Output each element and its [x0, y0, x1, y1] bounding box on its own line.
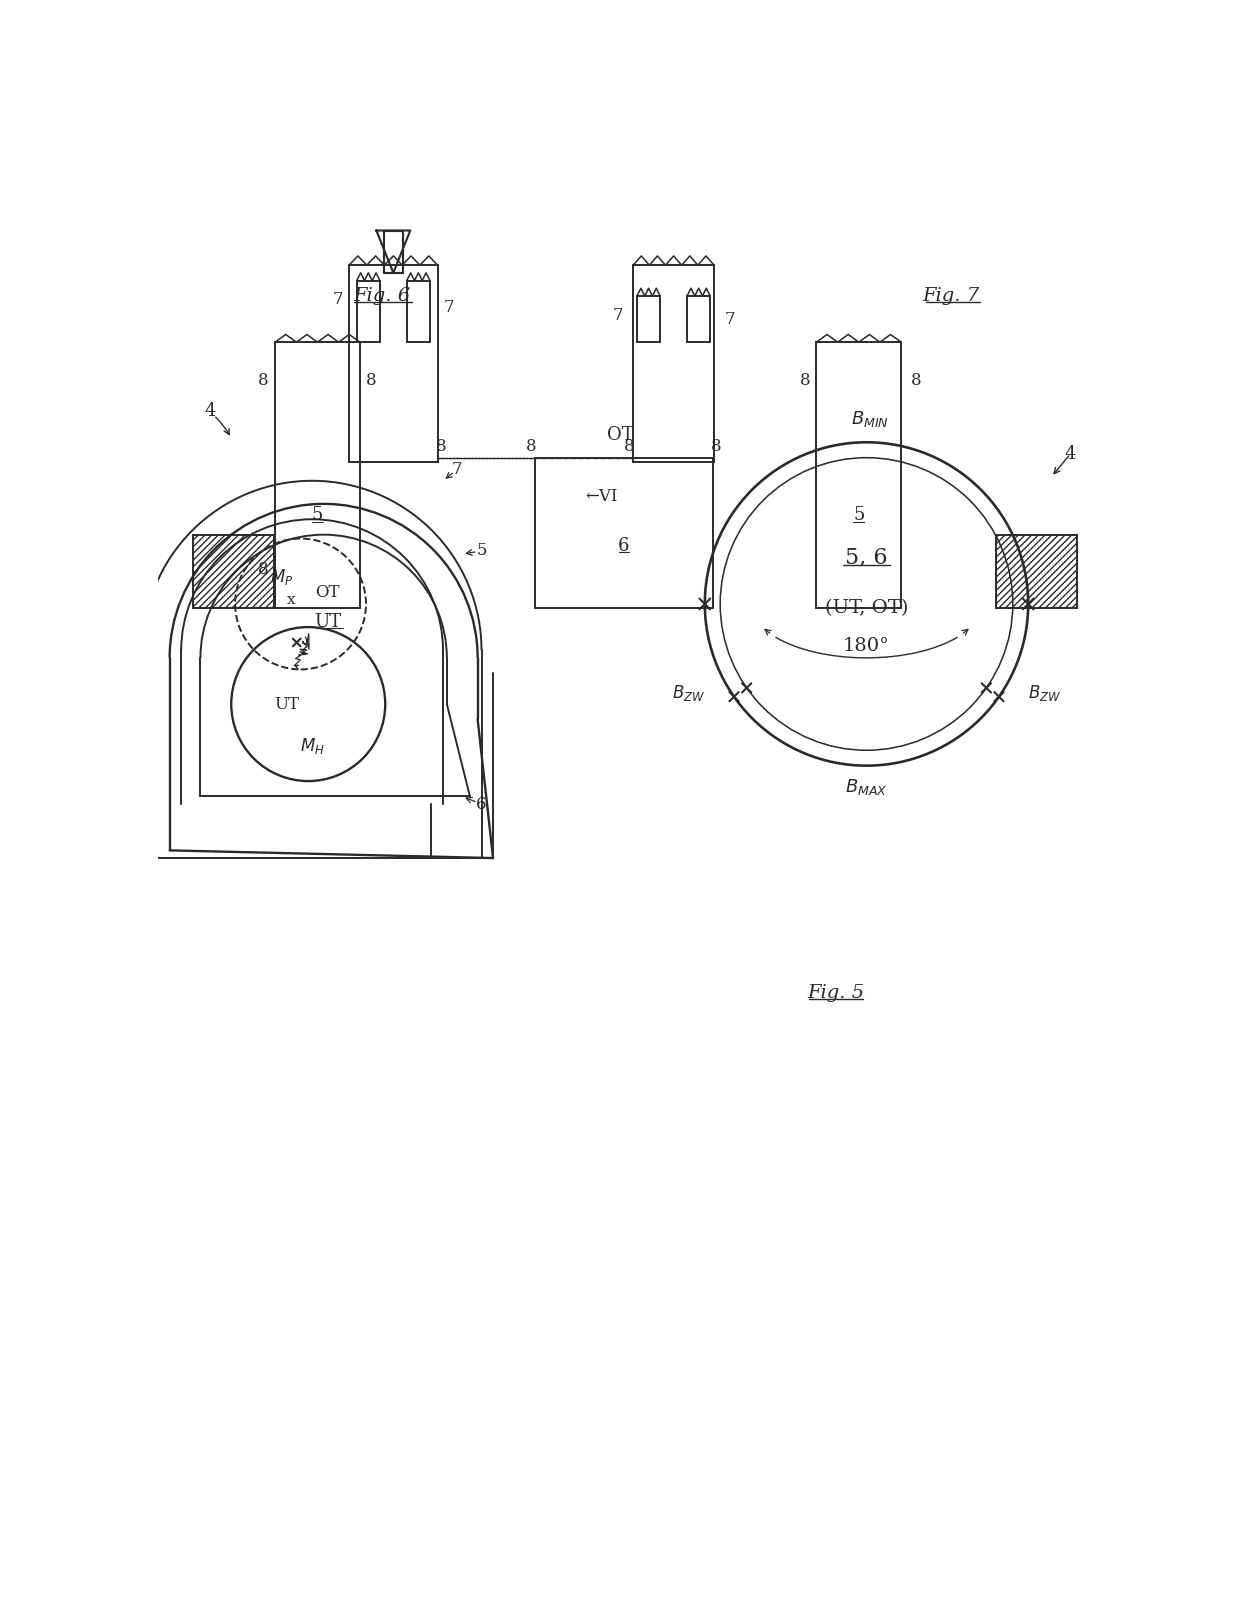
Text: 6: 6: [619, 537, 630, 555]
Text: 4: 4: [1065, 445, 1076, 463]
Bar: [637, 295, 660, 342]
Text: 8: 8: [366, 373, 377, 389]
Text: 7: 7: [444, 298, 455, 316]
Text: 8: 8: [800, 373, 810, 389]
Text: 4: 4: [205, 403, 216, 421]
Bar: [275, 342, 360, 608]
Bar: [687, 295, 711, 342]
Text: UT: UT: [314, 613, 341, 631]
Text: 8: 8: [911, 373, 921, 389]
Text: OT: OT: [606, 426, 634, 444]
Text: 8: 8: [258, 561, 269, 577]
Text: x: x: [286, 594, 295, 606]
Text: $M_H$: $M_H$: [300, 737, 325, 756]
Text: OT: OT: [315, 584, 340, 602]
Text: 6: 6: [476, 795, 487, 813]
Text: 7: 7: [451, 461, 463, 477]
Text: Fig. 5: Fig. 5: [807, 984, 864, 1002]
Bar: [407, 281, 430, 342]
Text: $B_{MIN}$: $B_{MIN}$: [852, 410, 889, 429]
Text: 5, 6: 5, 6: [846, 547, 888, 569]
Text: 5: 5: [476, 542, 487, 558]
Text: Fig. 7: Fig. 7: [923, 287, 980, 305]
Bar: [536, 458, 713, 608]
Text: $M_P$: $M_P$: [269, 568, 293, 587]
Text: $B_{ZW}$: $B_{ZW}$: [672, 682, 704, 703]
Text: (UT, OT): (UT, OT): [825, 598, 908, 616]
Text: 8: 8: [624, 437, 635, 455]
Text: 8: 8: [258, 373, 269, 389]
Bar: [357, 281, 379, 342]
Bar: [634, 265, 714, 461]
Bar: [350, 265, 438, 461]
Text: 8: 8: [711, 437, 722, 455]
Text: $B_{MAX}$: $B_{MAX}$: [846, 777, 888, 797]
Text: $B_{ZW}$: $B_{ZW}$: [1028, 682, 1061, 703]
Text: 7: 7: [613, 306, 624, 324]
Text: 7: 7: [332, 292, 342, 308]
Text: 5: 5: [853, 506, 864, 524]
Text: ←VI: ←VI: [585, 487, 618, 505]
Bar: [996, 534, 1076, 608]
Text: 8: 8: [526, 437, 537, 455]
Text: 7: 7: [724, 311, 735, 327]
Text: UT: UT: [274, 695, 299, 713]
Text: Fig. 6: Fig. 6: [353, 287, 410, 305]
Text: 5: 5: [311, 506, 324, 524]
Bar: [816, 342, 901, 608]
Bar: [192, 534, 274, 608]
Text: 8: 8: [436, 437, 446, 455]
Text: 180°: 180°: [843, 637, 890, 655]
